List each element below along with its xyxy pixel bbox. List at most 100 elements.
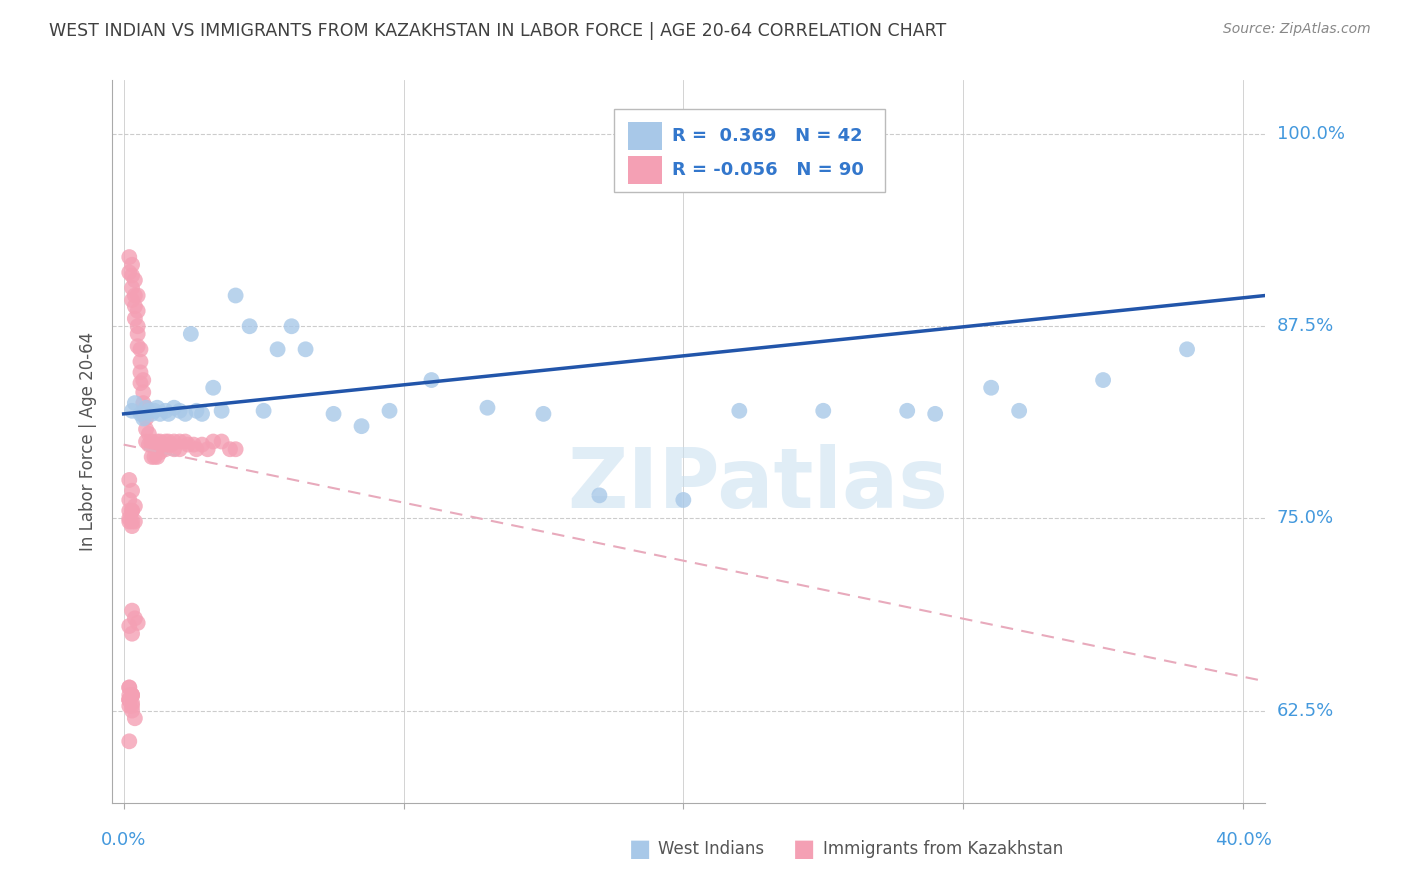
Text: 62.5%: 62.5% bbox=[1277, 702, 1334, 720]
Point bbox=[155, 442, 177, 457]
Point bbox=[186, 442, 208, 457]
Point bbox=[124, 299, 146, 313]
Y-axis label: In Labor Force | Age 20-64: In Labor Force | Age 20-64 bbox=[79, 332, 97, 551]
Text: ■: ■ bbox=[628, 838, 651, 861]
Point bbox=[118, 492, 141, 507]
Point bbox=[127, 326, 149, 341]
Point bbox=[118, 473, 141, 487]
Point bbox=[157, 407, 180, 421]
Point bbox=[132, 411, 155, 425]
Text: 0.0%: 0.0% bbox=[101, 830, 146, 848]
Point bbox=[239, 319, 262, 334]
Point bbox=[180, 326, 202, 341]
Point bbox=[728, 404, 751, 418]
Point bbox=[1175, 343, 1198, 357]
Point bbox=[980, 381, 1002, 395]
Point bbox=[149, 434, 172, 449]
Point bbox=[121, 281, 143, 295]
Point bbox=[202, 381, 225, 395]
Point bbox=[420, 373, 443, 387]
Point bbox=[191, 437, 214, 451]
Point bbox=[118, 250, 141, 264]
Point bbox=[141, 407, 163, 421]
Text: WEST INDIAN VS IMMIGRANTS FROM KAZAKHSTAN IN LABOR FORCE | AGE 20-64 CORRELATION: WEST INDIAN VS IMMIGRANTS FROM KAZAKHSTA… bbox=[49, 22, 946, 40]
Point bbox=[157, 434, 180, 449]
Point bbox=[141, 450, 163, 464]
Point bbox=[138, 426, 160, 441]
Point bbox=[138, 437, 160, 451]
Point bbox=[141, 437, 163, 451]
Bar bbox=[628, 122, 662, 150]
Point bbox=[152, 437, 174, 451]
Text: West Indians: West Indians bbox=[658, 840, 763, 858]
Point bbox=[121, 688, 143, 702]
Point bbox=[127, 339, 149, 353]
Point bbox=[118, 265, 141, 279]
Point bbox=[186, 404, 208, 418]
Point bbox=[280, 319, 302, 334]
Point bbox=[533, 407, 555, 421]
Point bbox=[588, 488, 610, 502]
Point bbox=[143, 437, 166, 451]
Point bbox=[169, 442, 191, 457]
Point bbox=[177, 437, 200, 451]
Point bbox=[155, 404, 177, 418]
Text: R =  0.369   N = 42: R = 0.369 N = 42 bbox=[672, 127, 862, 145]
Point bbox=[146, 450, 169, 464]
Text: ZIPatlas: ZIPatlas bbox=[568, 444, 949, 525]
Point bbox=[127, 288, 149, 302]
Point bbox=[118, 511, 141, 525]
Point bbox=[174, 434, 197, 449]
Point bbox=[124, 711, 146, 725]
Point bbox=[118, 504, 141, 518]
Point bbox=[197, 442, 219, 457]
Point bbox=[121, 504, 143, 518]
Point bbox=[124, 273, 146, 287]
Point bbox=[135, 411, 157, 425]
Point bbox=[124, 515, 146, 529]
Point bbox=[121, 515, 143, 529]
Point bbox=[155, 434, 177, 449]
Point bbox=[121, 268, 143, 283]
Point bbox=[1092, 373, 1115, 387]
Point bbox=[121, 696, 143, 710]
Point bbox=[1008, 404, 1031, 418]
Point bbox=[129, 343, 152, 357]
Point bbox=[121, 483, 143, 498]
Point bbox=[129, 365, 152, 379]
Point bbox=[121, 293, 143, 307]
Point bbox=[672, 492, 695, 507]
Point bbox=[146, 434, 169, 449]
Point bbox=[121, 626, 143, 640]
Point bbox=[143, 404, 166, 418]
Text: 87.5%: 87.5% bbox=[1277, 318, 1334, 335]
Text: 75.0%: 75.0% bbox=[1277, 509, 1334, 527]
Point bbox=[211, 434, 233, 449]
Point bbox=[211, 404, 233, 418]
Point bbox=[138, 404, 160, 418]
Point bbox=[135, 422, 157, 436]
Point bbox=[322, 407, 344, 421]
Point bbox=[169, 434, 191, 449]
Point bbox=[118, 693, 141, 707]
Point bbox=[118, 734, 141, 748]
Point bbox=[149, 445, 172, 459]
Point bbox=[121, 688, 143, 702]
Point bbox=[149, 407, 172, 421]
Point bbox=[124, 288, 146, 302]
Text: Source: ZipAtlas.com: Source: ZipAtlas.com bbox=[1223, 22, 1371, 37]
Text: 100.0%: 100.0% bbox=[1277, 125, 1344, 143]
Point bbox=[121, 519, 143, 533]
Point bbox=[225, 288, 247, 302]
Point bbox=[294, 343, 316, 357]
Point bbox=[350, 419, 373, 434]
Point bbox=[252, 404, 274, 418]
Point bbox=[202, 434, 225, 449]
Point bbox=[121, 504, 143, 518]
Text: Immigrants from Kazakhstan: Immigrants from Kazakhstan bbox=[823, 840, 1063, 858]
Point bbox=[174, 407, 197, 421]
Point bbox=[813, 404, 835, 418]
Point bbox=[124, 611, 146, 625]
Point bbox=[118, 688, 141, 702]
Point bbox=[225, 442, 247, 457]
